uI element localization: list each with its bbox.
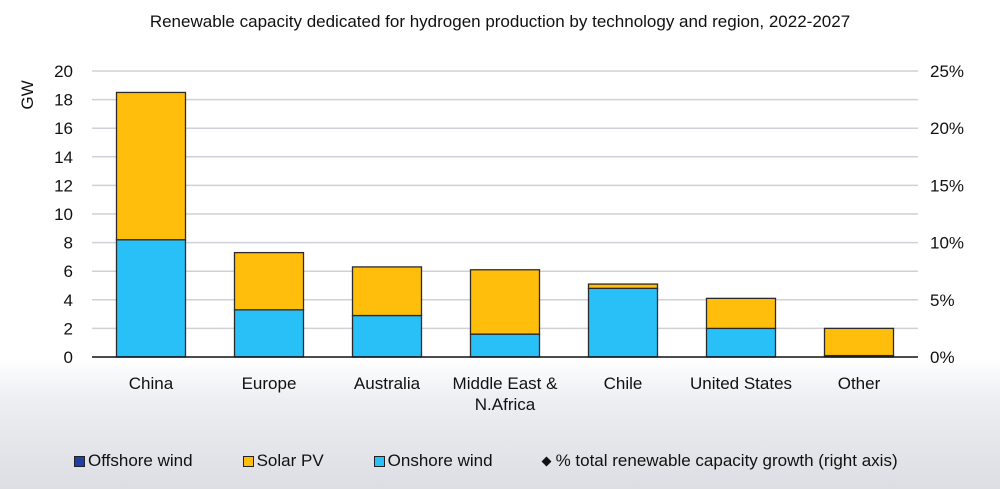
chart-title: Renewable capacity dedicated for hydroge… (149, 12, 851, 31)
legend-item-onshore: Onshore wind (373, 451, 493, 471)
y-tick-label: 4 (64, 291, 73, 310)
y-tick-label: 20 (54, 62, 73, 81)
y2-tick-label: 20% (930, 119, 964, 138)
y2-tick-label: 25% (930, 62, 964, 81)
x-tick-label: Australia (354, 374, 421, 393)
legend-swatch (242, 455, 254, 467)
x-tick-label: China (129, 374, 174, 393)
x-tick-label: Europe (242, 374, 297, 393)
legend-swatch (74, 455, 85, 467)
legend-label: Offshore wind (88, 451, 193, 470)
x-tick-label: United States (690, 374, 792, 393)
y-tick-label: 12 (54, 176, 73, 195)
bar-onshore-wind (233, 309, 305, 358)
legend-label: Solar PV (256, 451, 324, 470)
legend: Offshore wind Solar PV Onshore wind % to… (74, 451, 948, 471)
bar-solar-pv (823, 327, 895, 357)
bar-solar-pv (351, 266, 423, 317)
x-tick-label: Chile (604, 374, 643, 393)
legend-label: Onshore wind (387, 451, 493, 470)
y-tick-label: 16 (54, 119, 73, 138)
x-tick-label: Other (838, 374, 881, 393)
legend-item-offshore: Offshore wind (74, 451, 193, 471)
bar-onshore-wind (351, 314, 423, 358)
x-tick-label: Middle East & (453, 374, 559, 393)
y-tick-label: 0 (64, 348, 73, 367)
y2-tick-label: 5% (930, 291, 955, 310)
bar-solar-pv (587, 283, 659, 290)
diamond-icon (541, 456, 552, 466)
legend-item-growth: % total renewable capacity growth (right… (541, 451, 898, 471)
y-tick-label: 6 (64, 262, 73, 281)
bar-onshore-wind (587, 287, 659, 358)
y-tick-label: 2 (64, 319, 73, 338)
bar-onshore-wind (469, 333, 541, 358)
y2-tick-label: 0% (930, 348, 955, 367)
y-tick-label: 18 (54, 91, 73, 110)
y2-tick-label: 15% (930, 176, 964, 195)
x-tick-label: N.Africa (475, 395, 536, 414)
bar-solar-pv (233, 251, 305, 311)
y-tick-label: 8 (64, 234, 73, 253)
bar-onshore-wind (115, 239, 187, 358)
bar-solar-pv (705, 297, 777, 330)
legend-item-solar: Solar PV (242, 451, 324, 471)
legend-label: % total renewable capacity growth (right… (555, 451, 898, 470)
y-axis-label: GW (18, 80, 37, 109)
legend-swatch (373, 455, 385, 467)
bar-onshore-wind (705, 327, 777, 358)
bar-solar-pv (115, 91, 187, 241)
bar-solar-pv (469, 269, 541, 335)
y-tick-label: 14 (54, 148, 73, 167)
y-tick-label: 10 (54, 205, 73, 224)
y2-tick-label: 10% (930, 234, 964, 253)
